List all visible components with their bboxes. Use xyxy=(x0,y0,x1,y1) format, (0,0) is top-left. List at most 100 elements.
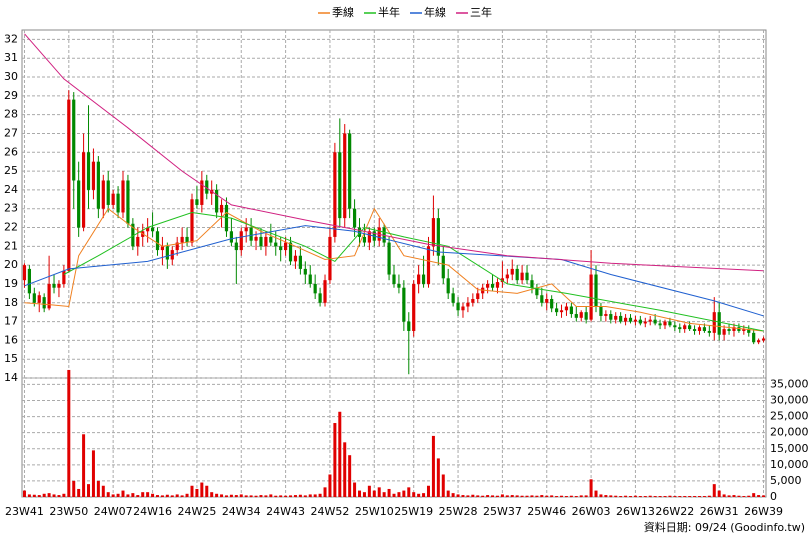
candle-body xyxy=(579,312,583,318)
volume-bar xyxy=(481,495,485,497)
volume-bar xyxy=(500,494,504,497)
candle-body xyxy=(126,180,130,224)
volume-bar xyxy=(688,496,692,497)
volume-bar xyxy=(52,494,56,497)
volume-bar xyxy=(91,450,95,497)
candle-body xyxy=(446,278,450,294)
volume-bar xyxy=(495,495,499,497)
volume-bar xyxy=(712,484,716,497)
candle-body xyxy=(668,321,672,326)
volume-bar xyxy=(648,495,652,497)
candle-body xyxy=(77,180,81,228)
volume-bar xyxy=(101,485,105,497)
volume-bar xyxy=(540,495,544,497)
candle-body xyxy=(619,315,623,322)
candle-body xyxy=(678,327,682,330)
candle-body xyxy=(215,189,219,213)
volume-bar xyxy=(722,494,726,497)
candle-body xyxy=(200,180,204,205)
y2-tick-label: 15,000 xyxy=(770,442,808,455)
y2-tick-label: 10,000 xyxy=(770,458,808,471)
x-tick-label: 24W34 xyxy=(222,505,261,518)
volume-bar xyxy=(604,495,608,497)
x-tick-label: 25W10 xyxy=(355,505,394,518)
volume-bar xyxy=(200,482,204,497)
candle-body xyxy=(574,314,578,318)
candle-body xyxy=(722,329,726,335)
volume-bar xyxy=(678,496,682,497)
candle-body xyxy=(421,274,426,284)
volume-bar xyxy=(293,495,297,497)
volume-bar xyxy=(313,494,317,497)
y-tick-label: 30 xyxy=(4,70,18,83)
volume-bar xyxy=(638,496,642,497)
volume-bar xyxy=(298,494,302,497)
x-tick-label: 26W39 xyxy=(744,505,783,518)
candle-body xyxy=(343,133,347,219)
volume-bar xyxy=(387,488,391,497)
volume-bar xyxy=(550,495,554,497)
ma-line xyxy=(24,207,764,332)
volume-bar xyxy=(62,493,66,497)
candle-body xyxy=(293,255,298,262)
candle-body xyxy=(264,236,268,247)
volume-bar xyxy=(259,495,263,497)
volume-bar xyxy=(653,496,657,497)
y-tick-label: 29 xyxy=(4,89,18,102)
volume-bar xyxy=(170,495,174,497)
x-tick-label: 26W13 xyxy=(616,505,655,518)
candle-body xyxy=(72,99,76,181)
y-tick-label: 28 xyxy=(4,108,18,121)
candle-body xyxy=(165,246,169,260)
volume-bar xyxy=(392,493,396,497)
volume-bar xyxy=(131,493,135,497)
candle-body xyxy=(303,268,307,275)
candle-body xyxy=(599,306,603,316)
volume-bar xyxy=(614,495,618,497)
y-tick-label: 32 xyxy=(4,32,18,45)
candle-body xyxy=(160,246,165,251)
candle-body xyxy=(436,218,440,256)
candle-body xyxy=(530,280,534,288)
candle-body xyxy=(584,312,588,320)
volume-bar xyxy=(584,495,588,497)
volume-bar xyxy=(175,494,179,497)
candle-body xyxy=(505,274,509,279)
x-tick-label: 23W50 xyxy=(49,505,88,518)
candle-body xyxy=(52,283,56,288)
volume-bar xyxy=(264,495,268,497)
volume-bar xyxy=(274,495,278,497)
volume-bar xyxy=(141,492,145,497)
candle-body xyxy=(249,227,253,241)
candle-body xyxy=(633,319,638,322)
volume-bar xyxy=(422,493,426,497)
volume-bar xyxy=(693,496,697,497)
candle-body xyxy=(663,321,667,326)
volume-bar xyxy=(289,495,293,497)
candle-body xyxy=(180,236,184,243)
volume-bar xyxy=(328,474,332,497)
volume-bar xyxy=(683,496,687,497)
candle-body xyxy=(175,242,179,251)
candle-body xyxy=(535,287,539,296)
y2-tick-label: 20,000 xyxy=(770,426,808,439)
y-tick-label: 23 xyxy=(4,202,18,215)
candle-body xyxy=(673,325,677,328)
legend-label: 年線 xyxy=(424,5,446,19)
candle-body xyxy=(155,231,160,251)
x-tick-label: 26W22 xyxy=(655,505,694,518)
candle-body xyxy=(614,315,618,320)
candle-body xyxy=(732,327,736,331)
x-tick-label: 24W52 xyxy=(311,505,350,518)
footer: 資料日期: 09/24 (Goodinfo.tw) xyxy=(644,520,805,534)
volume-bar xyxy=(707,495,711,497)
candle-body xyxy=(333,152,337,237)
candle-body xyxy=(471,298,475,303)
candle-body xyxy=(490,283,495,288)
volume-bar xyxy=(727,495,731,497)
candle-body xyxy=(451,293,455,303)
volume-bar xyxy=(239,494,243,497)
candle-body xyxy=(609,314,613,320)
volume-bar xyxy=(180,495,184,497)
candle-body xyxy=(653,319,657,324)
